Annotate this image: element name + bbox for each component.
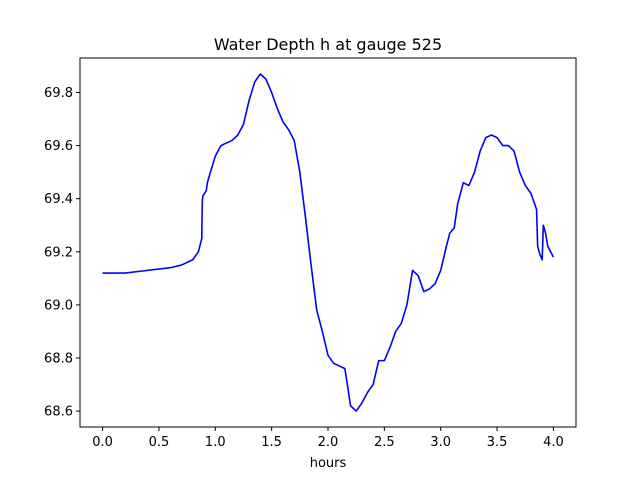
y-tick-label: 69.2 (44, 245, 73, 260)
y-tick-label: 68.6 (44, 405, 73, 420)
x-tick-label: 2.5 (374, 435, 395, 450)
x-axis-label: hours (310, 456, 347, 471)
x-tick-label: 3.0 (430, 435, 451, 450)
series-line-0 (102, 73, 555, 412)
x-axis-ticks: 0.0 0.5 1.0 1.5 2.0 2.5 3.0 3.5 4.0 (92, 427, 564, 450)
y-tick-label: 68.8 (44, 351, 73, 366)
x-tick-label: 4.0 (543, 435, 564, 450)
y-tick-label: 69.4 (44, 192, 73, 207)
series-layer (102, 73, 555, 412)
y-tick-label: 69.6 (44, 139, 73, 154)
x-tick-label: 2.0 (318, 435, 339, 450)
x-tick-label: 1.5 (261, 435, 282, 450)
x-tick-label: 3.5 (487, 435, 508, 450)
y-tick-label: 69.8 (44, 86, 73, 101)
x-tick-label: 0.5 (149, 435, 170, 450)
chart-title: Water Depth h at gauge 525 (214, 35, 442, 54)
x-tick-label: 1.0 (205, 435, 226, 450)
x-tick-label: 0.0 (92, 435, 113, 450)
y-axis-ticks: 68.6 68.8 69.0 69.2 69.4 69.6 69.8 (44, 86, 80, 420)
plot-frame (79, 57, 577, 428)
y-tick-label: 69.0 (44, 298, 73, 313)
